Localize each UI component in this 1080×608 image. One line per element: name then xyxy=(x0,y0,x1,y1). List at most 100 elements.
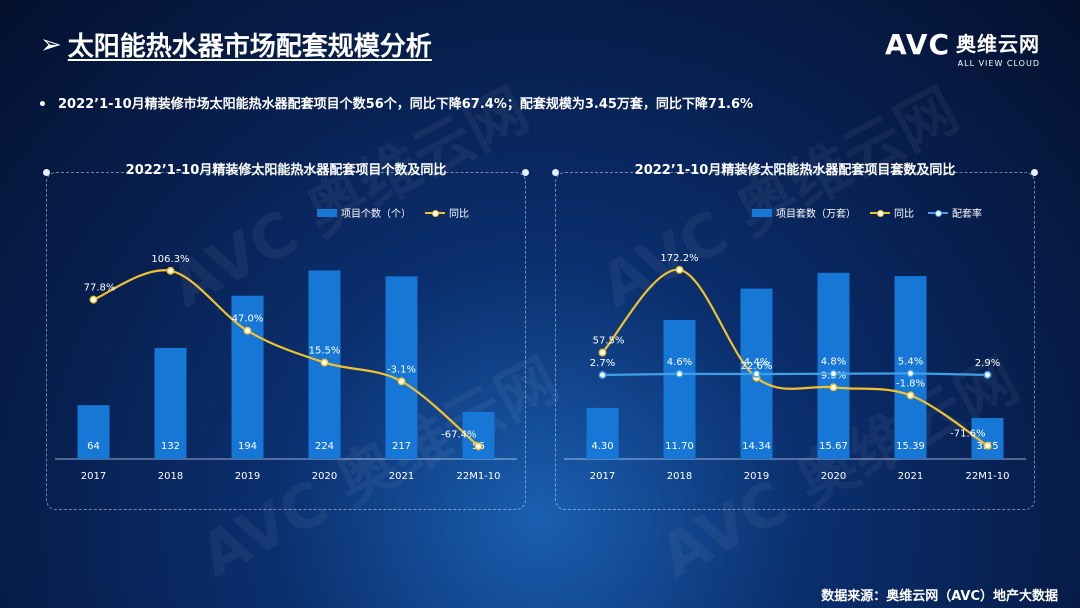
legend-line-swatch xyxy=(870,209,890,217)
x-tick-label: 2017 xyxy=(81,471,106,482)
page-title-text: 太阳能热水器市场配套规模分析 xyxy=(67,32,432,62)
legend-item-bar: 项目个数（个） xyxy=(317,205,411,220)
legend-label: 配套率 xyxy=(952,209,982,220)
bar-value-label: 224 xyxy=(315,441,334,452)
chart-project-count: 64201713220181942019224202021720215622M1… xyxy=(55,254,517,482)
page-title: ➢ 太阳能热水器市场配套规模分析 xyxy=(40,26,432,63)
yoy-value-label: 57.5% xyxy=(593,336,625,347)
rate-value-label: 2.9% xyxy=(975,358,1000,369)
rate-value-label: 2.7% xyxy=(590,358,615,369)
panel-corner-dot xyxy=(1031,169,1038,176)
bar-value-label: 4.30 xyxy=(591,441,613,452)
bar-value-label: 11.70 xyxy=(665,441,694,452)
rate-point xyxy=(983,370,992,379)
yoy-point xyxy=(474,442,483,451)
rate-point xyxy=(829,369,838,378)
yoy-point xyxy=(675,265,684,274)
x-tick-label: 2018 xyxy=(667,471,692,482)
bar xyxy=(586,407,619,459)
yoy-value-label: 22.6% xyxy=(741,361,773,372)
rate-point xyxy=(906,369,915,378)
avc-logo: AVC 奥维云网 ALL VIEW CLOUD xyxy=(885,28,1040,68)
rate-point xyxy=(675,369,684,378)
x-tick-label: 22M1-10 xyxy=(456,471,500,482)
rate-point xyxy=(598,371,607,379)
legend-bar-swatch xyxy=(752,208,772,217)
legend-item-bar: 项目套数（万套） xyxy=(752,205,856,220)
yoy-point xyxy=(166,266,175,275)
logo-main-text: AVC xyxy=(885,28,950,61)
rate-value-label: 4.8% xyxy=(821,357,846,368)
legend-line-swatch xyxy=(928,209,948,217)
bar-value-label: 15.67 xyxy=(819,441,848,452)
yoy-line xyxy=(601,268,989,447)
yoy-value-label: 77.8% xyxy=(84,283,116,294)
yoy-value-label: 106.3% xyxy=(151,254,189,265)
x-tick-label: 2019 xyxy=(235,471,260,482)
panel-corner-dot xyxy=(43,169,50,176)
chart-title: 2022’1-10月精装修太阳能热水器配套项目个数及同比 xyxy=(125,163,447,178)
summary-bullet: • 2022’1-10月精装修市场太阳能热水器配套项目个数56个，同比下降67.… xyxy=(38,92,918,118)
bar xyxy=(154,347,187,459)
yoy-point xyxy=(243,326,252,335)
yoy-point xyxy=(829,383,838,392)
panel-corner-dot xyxy=(522,169,529,176)
yoy-point xyxy=(598,348,607,357)
summary-text: 2022’1-10月精装修市场太阳能热水器配套项目个数56个，同比下降67.4%… xyxy=(58,97,754,112)
legend-bar-swatch xyxy=(317,208,337,217)
rate-line xyxy=(602,372,988,377)
yoy-value-label: 172.2% xyxy=(660,253,698,264)
yoy-value-label: -1.8% xyxy=(896,378,925,389)
yoy-point xyxy=(89,295,98,304)
chart-legend: 项目个数（个） 同比 xyxy=(317,205,469,220)
bullet-icon: • xyxy=(38,97,47,113)
bar-value-label: 14.34 xyxy=(742,441,771,452)
yoy-value-label: 15.5% xyxy=(309,346,341,357)
legend-item-rate: 配套率 xyxy=(928,205,982,220)
yoy-value-label: -3.1% xyxy=(387,364,416,375)
legend-label: 同比 xyxy=(449,209,469,220)
data-source: 数据来源：奥维云网（AVC）地产大数据 xyxy=(821,589,1058,604)
yoy-line xyxy=(93,269,480,448)
x-tick-label: 2017 xyxy=(590,471,615,482)
yoy-point xyxy=(320,358,329,367)
bar-value-label: 132 xyxy=(161,441,180,452)
legend-item-yoy: 同比 xyxy=(870,205,914,220)
chart-legend: 项目套数（万套） 同比 配套率 xyxy=(752,205,982,220)
yoy-value-label: -71.6% xyxy=(950,429,985,440)
logo-cn-text: 奥维云网 xyxy=(956,32,1040,56)
logo-subtitle: ALL VIEW CLOUD xyxy=(957,59,1040,68)
yoy-point xyxy=(983,441,992,450)
panel-corner-dot xyxy=(552,169,559,176)
legend-line-swatch xyxy=(425,209,445,217)
chart-project-units: 4.30 2017 11.70 2018 14.34 2019 15.67 2020 15.39… xyxy=(564,253,1026,482)
x-tick-label: 2020 xyxy=(312,471,337,482)
legend-label: 项目套数（万套） xyxy=(776,209,856,220)
x-tick-label: 2018 xyxy=(158,471,183,482)
rate-point xyxy=(752,370,761,378)
x-tick-label: 2021 xyxy=(389,471,414,482)
rate-value-label: 5.4% xyxy=(898,356,923,367)
legend-label: 项目个数（个） xyxy=(341,209,411,220)
chart-panel-project-count: 2022’1-10月精装修太阳能热水器配套项目个数及同比 项目个数（个） 同比 … xyxy=(43,163,529,510)
x-tick-label: 2020 xyxy=(821,471,846,482)
bar xyxy=(77,405,110,459)
bar xyxy=(663,319,696,459)
bar-value-label: 64 xyxy=(87,441,100,452)
bar-value-label: 217 xyxy=(392,441,411,452)
yoy-value-label: -67.4% xyxy=(441,429,476,440)
bar xyxy=(385,276,418,459)
bar-value-label: 15.39 xyxy=(896,441,925,452)
rate-value-label: 4.4% xyxy=(744,357,769,368)
bar-value-label: 194 xyxy=(238,441,257,452)
legend-item-yoy: 同比 xyxy=(425,205,469,220)
legend-label: 同比 xyxy=(894,209,914,220)
arrow-icon: ➢ xyxy=(40,29,62,60)
yoy-point xyxy=(397,377,406,386)
yoy-value-label: 47.0% xyxy=(232,314,264,325)
bar xyxy=(894,276,927,459)
x-tick-label: 2019 xyxy=(744,471,769,482)
rate-value-label: 4.6% xyxy=(667,357,692,368)
x-tick-label: 2021 xyxy=(898,471,923,482)
chart-panel-project-units: 2022’1-10月精装修太阳能热水器配套项目套数及同比 项目套数（万套） 同比… xyxy=(552,163,1038,510)
